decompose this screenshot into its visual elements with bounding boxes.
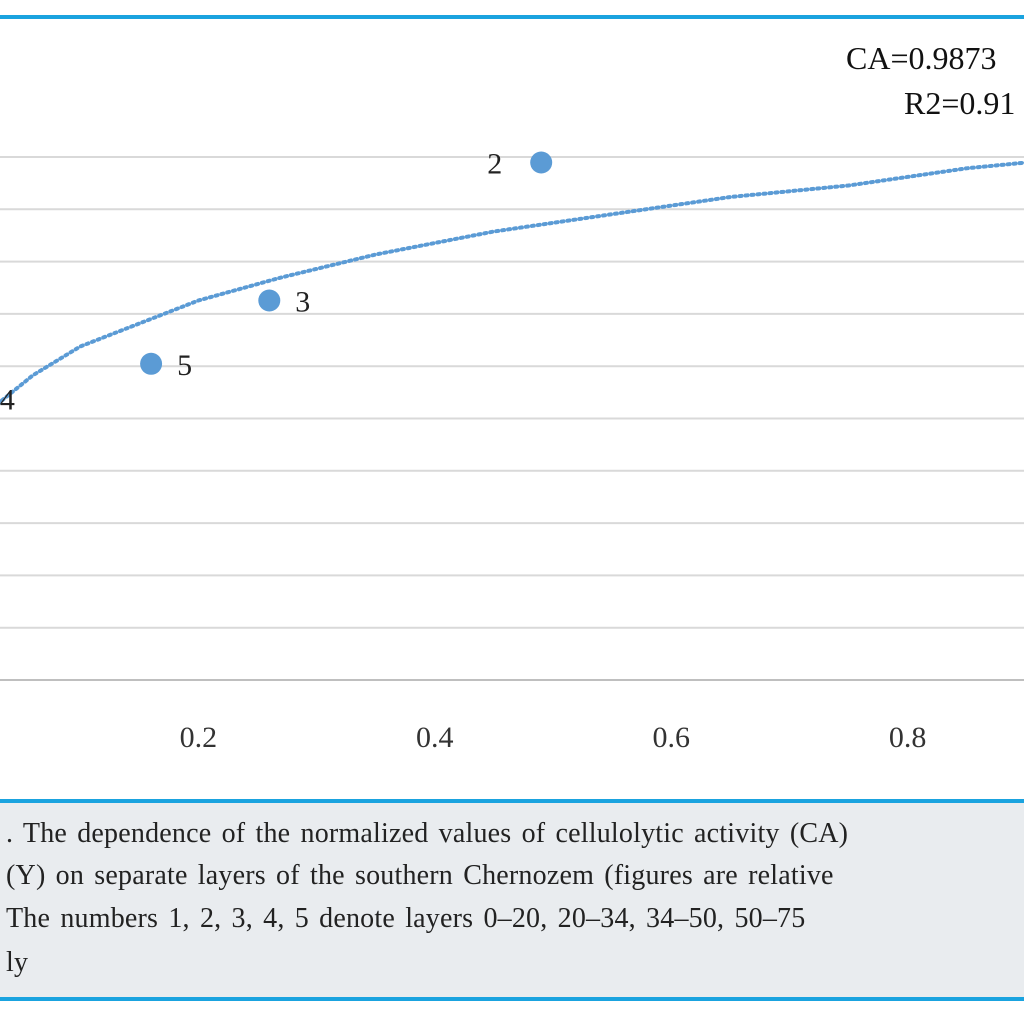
data-point-5 — [140, 352, 163, 375]
x-tick-label: 0.8 — [889, 721, 927, 754]
point-label-4: 4 — [0, 383, 15, 416]
caption-line-3: The numbers 1, 2, 3, 4, 5 denote layers … — [6, 903, 806, 934]
top-rule — [0, 15, 1024, 19]
caption-line-1: . The dependence of the normalized value… — [6, 818, 849, 849]
x-tick-labels: 0.2 0.4 0.6 0.8 — [180, 721, 927, 754]
x-tick-label: 0.6 — [652, 721, 690, 754]
point-label-3: 3 — [295, 286, 310, 319]
point-label-2: 2 — [487, 148, 502, 181]
x-tick-label: 0.2 — [180, 721, 218, 754]
trendline — [0, 160, 1024, 405]
trendline-path — [0, 160, 1024, 405]
caption-line-2: (Y) on separate layers of the southern C… — [6, 860, 834, 891]
data-point-2 — [530, 151, 553, 174]
grid-lines — [0, 156, 1024, 629]
x-tick-label: 0.4 — [416, 721, 454, 754]
equation-line-1: CA=0.9873 — [846, 40, 997, 76]
scatter-chart: 2 3 5 4 0.2 0.4 0.6 0.8 — [0, 148, 1024, 754]
caption-bottom-rule — [0, 997, 1024, 1001]
caption-line-4: ly — [6, 947, 29, 978]
caption-top-rule — [0, 799, 1024, 803]
point-label-5: 5 — [177, 349, 192, 382]
data-point-3 — [258, 289, 281, 312]
equation-line-2: R2=0.91 — [904, 85, 1016, 121]
data-points: 2 3 5 4 — [0, 148, 553, 416]
caption-box — [0, 803, 1024, 997]
